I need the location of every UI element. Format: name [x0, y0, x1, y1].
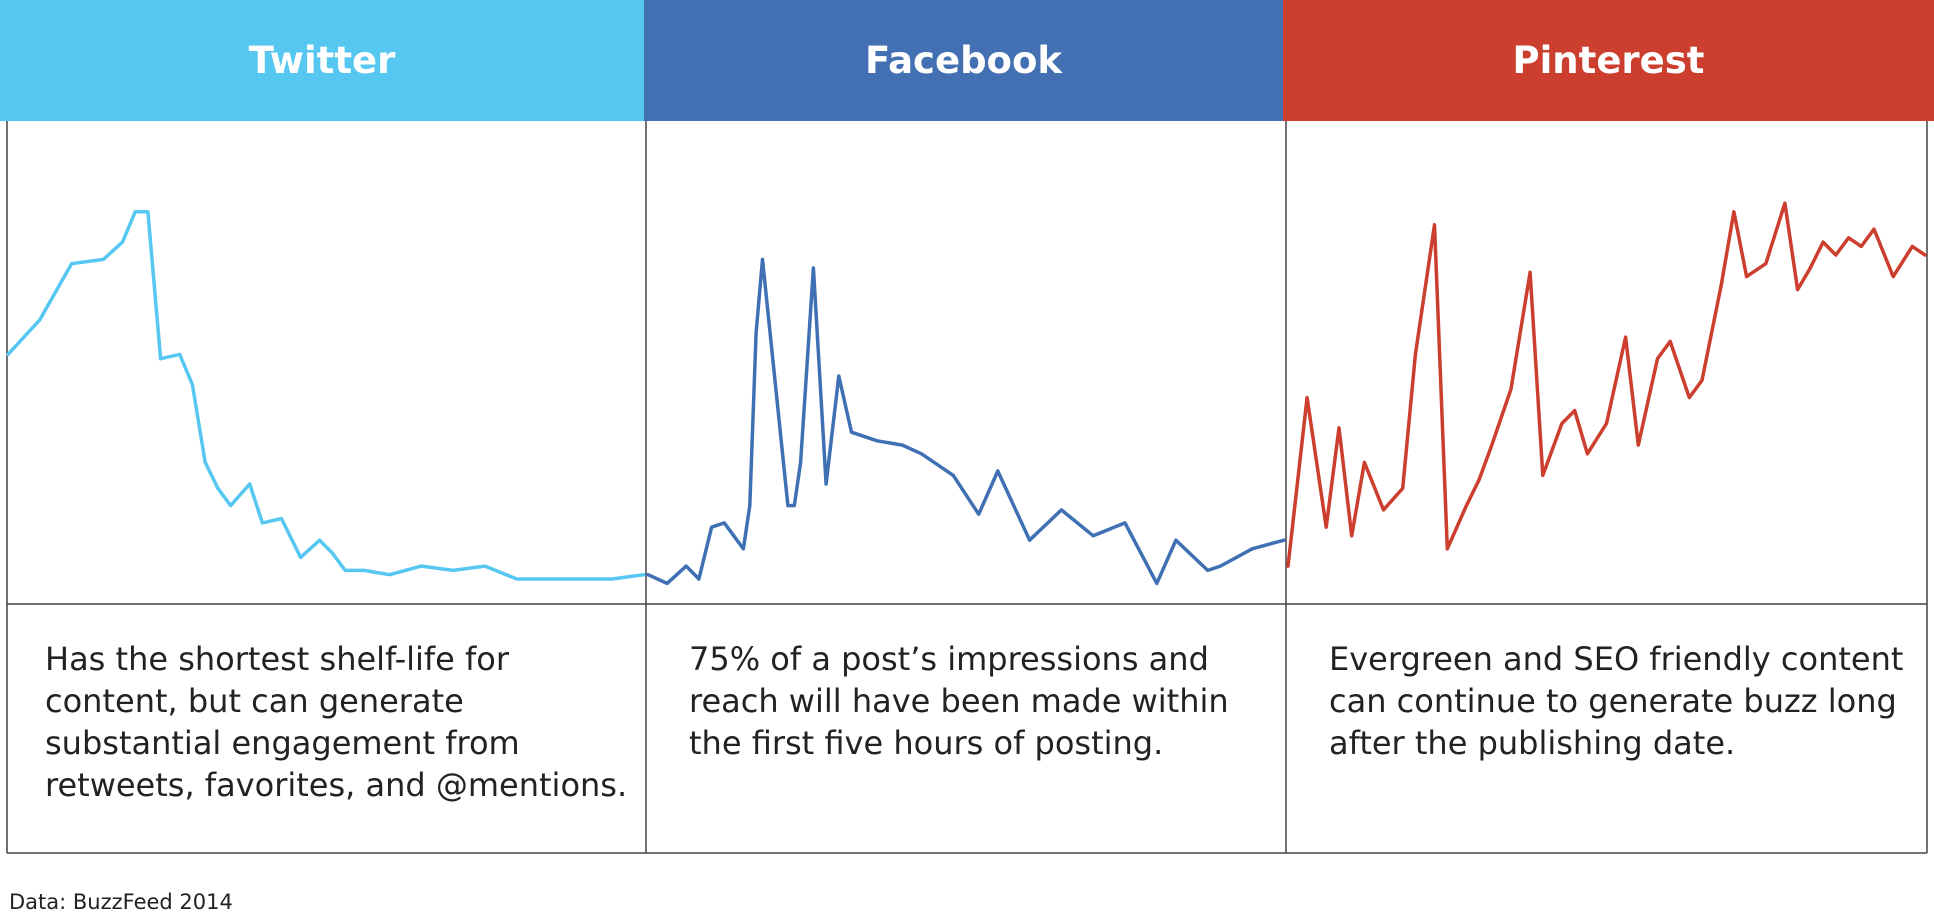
source-note: Data: BuzzFeed 2014	[9, 890, 233, 914]
twitter-description: Has the shortest shelf-life for content,…	[45, 640, 628, 804]
pinterest-title: Pinterest	[1512, 39, 1705, 82]
twitter-header: Twitter	[0, 0, 644, 121]
pinterest-description: Evergreen and SEO friendly content can c…	[1329, 640, 1904, 762]
twitter-title: Twitter	[248, 39, 396, 82]
pinterest-series-line	[1286, 201, 1927, 568]
facebook-header: Facebook	[644, 0, 1283, 121]
pinterest-header: Pinterest	[1283, 0, 1934, 121]
twitter-series-line	[6, 210, 646, 581]
facebook-description: 75% of a post’s impressions and reach wi…	[689, 640, 1229, 762]
facebook-title: Facebook	[864, 39, 1063, 82]
facebook-series-line	[646, 257, 1286, 586]
